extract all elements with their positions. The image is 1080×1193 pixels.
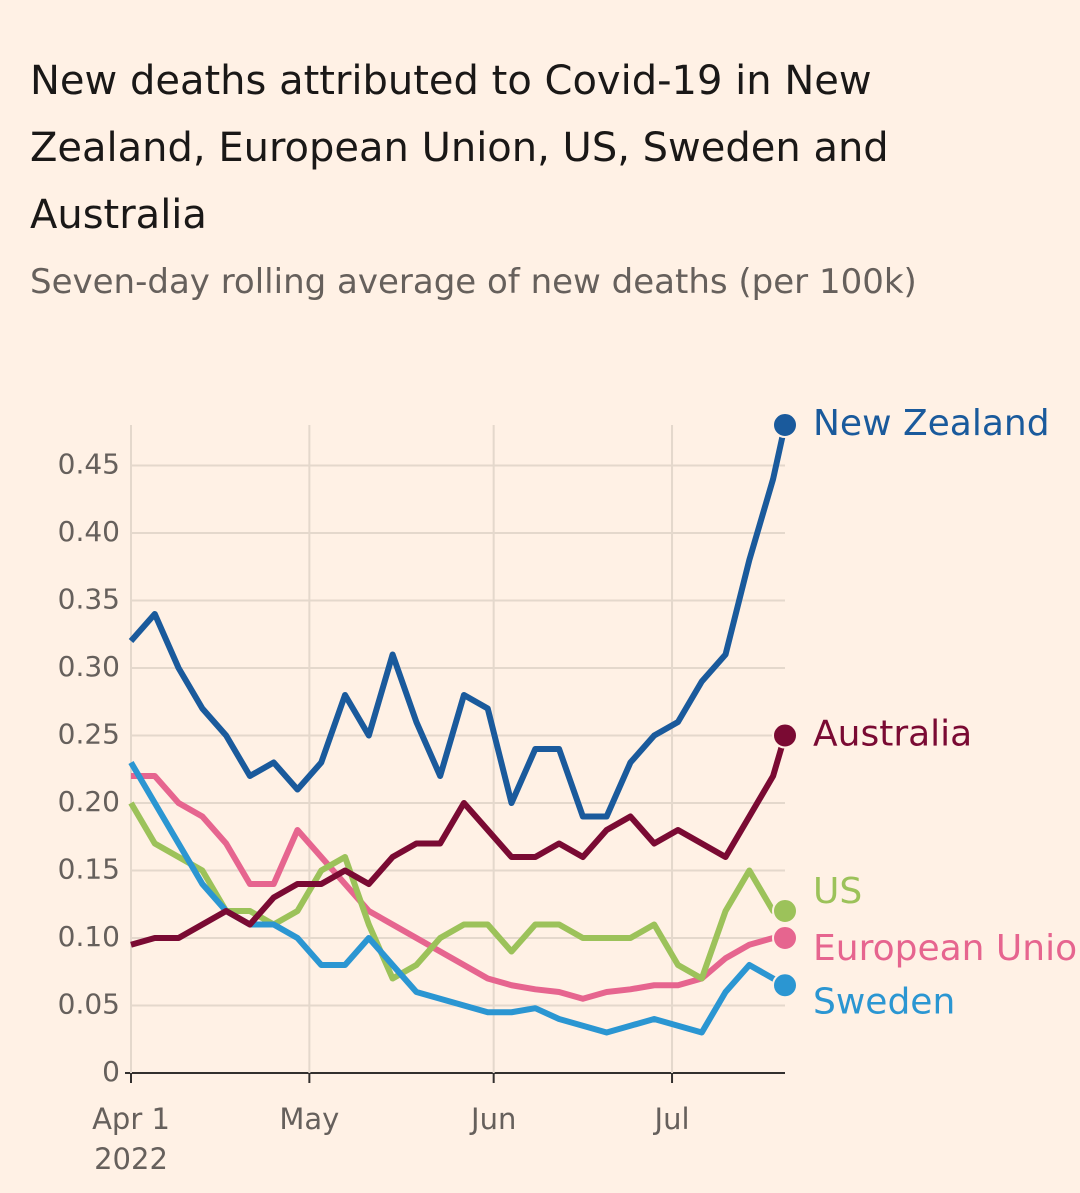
legend-label: European Union xyxy=(813,928,1080,969)
end-dot xyxy=(772,972,798,999)
series-line xyxy=(130,734,788,948)
x-tick-label-box: Apr 1 2022 xyxy=(92,1102,170,1176)
x-tick-label: Apr 1 2022 xyxy=(92,1102,170,1176)
end-dot xyxy=(772,925,798,951)
end-dot xyxy=(772,722,798,749)
y-tick-label: 0.30 xyxy=(58,650,120,683)
series-line xyxy=(128,801,785,982)
legend-label: Sweden xyxy=(813,981,955,1022)
legend-label: US xyxy=(813,871,862,912)
y-tick-label: 0.15 xyxy=(58,853,120,886)
legend-label: New Zealand xyxy=(813,403,1050,444)
chart-subtitle: Seven-day rolling average of new deaths … xyxy=(30,262,917,302)
x-tick-label: Jul xyxy=(654,1102,690,1136)
x-tick-label: May xyxy=(279,1102,340,1136)
x-tick-label-box: May xyxy=(279,1102,340,1136)
end-dot xyxy=(772,412,798,438)
end-dot xyxy=(772,898,798,924)
x-tick-label: Jun xyxy=(471,1102,517,1136)
y-tick-label: 0.05 xyxy=(58,988,120,1021)
series-line xyxy=(128,424,788,820)
y-tick-label: 0 xyxy=(102,1055,120,1088)
chart-title: New deaths attributed to Covid-19 in New… xyxy=(30,58,889,238)
y-tick-label: 0.35 xyxy=(58,583,120,616)
y-tick-label: 0.40 xyxy=(58,515,120,548)
series-line xyxy=(131,773,785,1002)
x-tick-label-box: Jun xyxy=(471,1102,517,1136)
y-tick-label: 0.10 xyxy=(58,920,120,953)
legend-label: Australia xyxy=(813,714,972,755)
y-tick-label: 0.25 xyxy=(58,718,120,751)
x-tick-label-box: Jul xyxy=(654,1102,690,1136)
y-tick-label: 0.20 xyxy=(58,785,120,818)
y-tick-label: 0.45 xyxy=(58,448,120,481)
